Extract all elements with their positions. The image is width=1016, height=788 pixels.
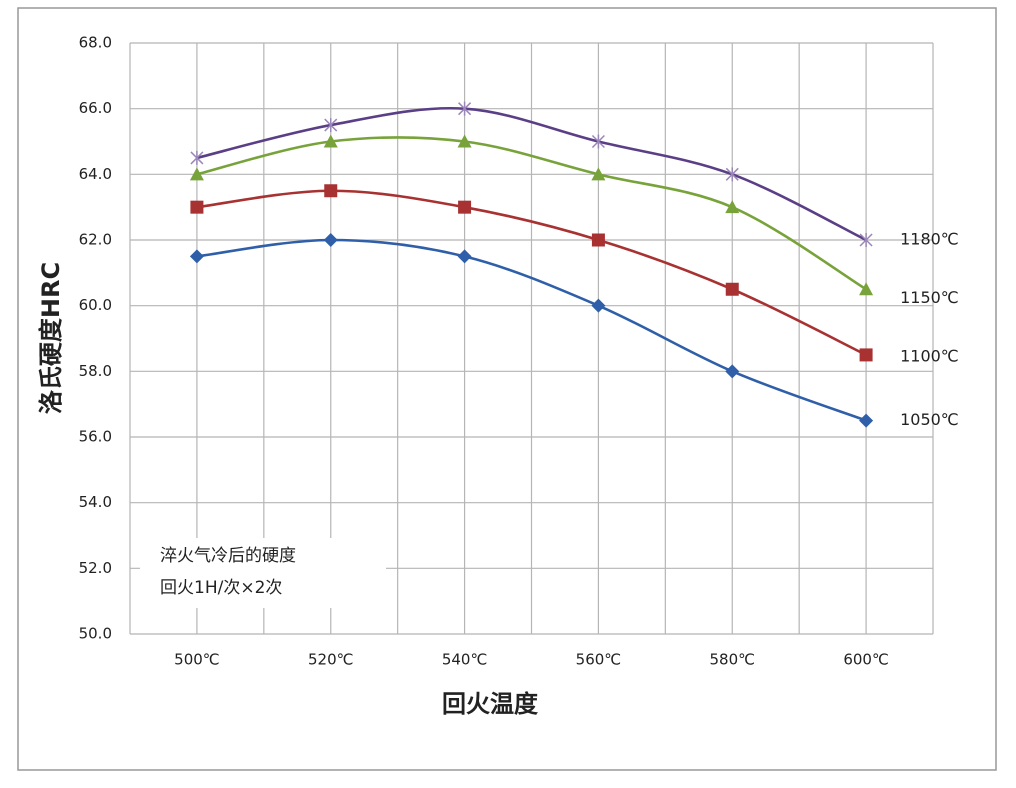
frame bbox=[17, 7, 997, 771]
marker bbox=[591, 167, 606, 181]
x-tick-label: 600℃ bbox=[843, 651, 888, 669]
marker bbox=[458, 200, 472, 214]
y-tick-label: 56.0 bbox=[79, 428, 112, 446]
x-tick-label: 540℃ bbox=[442, 651, 487, 669]
y-tick-label: 50.0 bbox=[79, 625, 112, 643]
annotation-box bbox=[140, 538, 386, 608]
marker bbox=[323, 233, 338, 247]
line bbox=[196, 106, 867, 242]
marker bbox=[859, 233, 873, 247]
annotation: 回火1H/次×2次 bbox=[160, 578, 282, 598]
marker bbox=[725, 200, 740, 214]
x-tick-label: 580℃ bbox=[710, 651, 755, 669]
marker bbox=[591, 233, 605, 247]
y-axis-title: 洛氏硬度HRC bbox=[37, 262, 65, 414]
marker bbox=[324, 118, 338, 133]
line bbox=[196, 238, 867, 422]
marker bbox=[859, 413, 874, 428]
x-axis-title: 回火温度 bbox=[442, 690, 539, 718]
x-tick-label: 520℃ bbox=[308, 651, 353, 669]
marker bbox=[725, 364, 740, 379]
line bbox=[196, 189, 867, 357]
line bbox=[196, 136, 867, 291]
marker bbox=[324, 184, 338, 198]
x-tick-label: 560℃ bbox=[576, 651, 621, 669]
marker bbox=[859, 348, 873, 362]
marker bbox=[591, 298, 606, 313]
y-tick-label: 60.0 bbox=[79, 296, 112, 314]
marker bbox=[591, 134, 605, 149]
marker bbox=[190, 200, 204, 214]
marker bbox=[725, 167, 739, 182]
y-tick-label: 54.0 bbox=[79, 493, 112, 511]
marker bbox=[190, 150, 204, 165]
series-label: 1100℃ bbox=[900, 346, 959, 365]
marker bbox=[189, 249, 204, 264]
y-tick-label: 68.0 bbox=[79, 34, 112, 52]
marker bbox=[859, 282, 874, 296]
series-label: 1150℃ bbox=[900, 288, 959, 307]
x-tick-label: 500℃ bbox=[174, 651, 219, 669]
marker bbox=[189, 167, 204, 181]
marker bbox=[458, 101, 472, 116]
annotation: 淬火气冷后的硬度 bbox=[160, 546, 296, 566]
y-tick-label: 64.0 bbox=[79, 165, 112, 183]
series-label: 1180℃ bbox=[900, 230, 959, 249]
marker bbox=[323, 134, 338, 148]
y-tick-label: 62.0 bbox=[79, 231, 112, 249]
y-tick-label: 52.0 bbox=[79, 559, 112, 577]
y-tick-label: 58.0 bbox=[79, 362, 112, 380]
series-label: 1050℃ bbox=[900, 410, 959, 429]
marker bbox=[725, 282, 739, 296]
marker bbox=[457, 134, 472, 148]
y-tick-label: 66.0 bbox=[79, 99, 112, 117]
marker bbox=[457, 249, 472, 264]
